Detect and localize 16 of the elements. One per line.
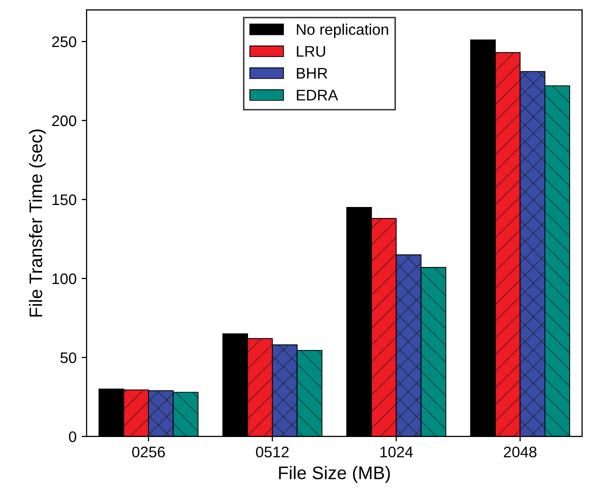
y-tick-label: 200	[52, 115, 76, 126]
x-tick-label: 0256	[132, 446, 165, 458]
y-tick-label: 100	[52, 273, 76, 284]
legend-label: BHR	[296, 68, 328, 79]
y-tick-label: 50	[60, 352, 76, 364]
legend-label: EDRA	[296, 90, 338, 100]
x-axis-title: File Size (MB)	[279, 466, 390, 483]
y-axis-title: File Transfer Time (sec)	[28, 130, 46, 317]
x-tick-label: 2048	[504, 446, 536, 458]
x-tick-label: 0512	[256, 446, 289, 458]
y-tick-label: 0	[68, 431, 76, 442]
x-tick-label: 1024	[380, 446, 413, 458]
y-tick-label: 150	[52, 194, 76, 206]
legend-label: No replication	[296, 24, 388, 38]
y-tick-label: 250	[52, 36, 76, 48]
legend-label: LRU	[296, 46, 326, 57]
